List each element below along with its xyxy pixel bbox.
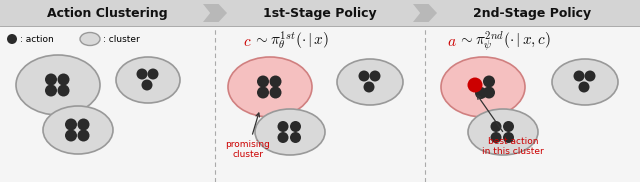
Text: $a$: $a$ (447, 33, 457, 48)
Text: 2nd-Stage Policy: 2nd-Stage Policy (474, 7, 591, 19)
Text: Action Clustering: Action Clustering (47, 7, 168, 19)
Circle shape (369, 70, 381, 82)
Text: best action
in this cluster: best action in this cluster (477, 95, 544, 156)
Circle shape (483, 86, 495, 98)
Circle shape (45, 84, 57, 96)
Circle shape (475, 87, 487, 99)
Ellipse shape (552, 59, 618, 105)
Circle shape (257, 76, 269, 88)
Circle shape (77, 118, 90, 130)
Text: : action: : action (20, 35, 54, 43)
Ellipse shape (468, 109, 538, 155)
Circle shape (364, 82, 374, 92)
Bar (215, 0, 425, 26)
Polygon shape (203, 4, 227, 22)
Polygon shape (413, 4, 437, 22)
Circle shape (290, 121, 301, 132)
Circle shape (584, 70, 595, 82)
Circle shape (573, 70, 584, 82)
Circle shape (579, 82, 589, 92)
Circle shape (278, 132, 289, 143)
Text: $\sim\pi_{\theta}^{1st}(\cdot\,|\,x)$: $\sim\pi_{\theta}^{1st}(\cdot\,|\,x)$ (253, 30, 329, 52)
Bar (425, 0, 640, 26)
Text: 1st-Stage Policy: 1st-Stage Policy (263, 7, 377, 19)
Text: promising
cluster: promising cluster (225, 113, 271, 159)
Ellipse shape (228, 57, 312, 117)
Circle shape (278, 121, 289, 132)
Circle shape (269, 86, 282, 98)
Text: : cluster: : cluster (103, 35, 140, 43)
Circle shape (490, 121, 502, 132)
Circle shape (141, 80, 152, 90)
Ellipse shape (43, 106, 113, 154)
Circle shape (136, 68, 147, 80)
Circle shape (45, 74, 57, 86)
Text: $\sim\pi_{\psi}^{2nd}(\cdot\,|\,x,c)$: $\sim\pi_{\psi}^{2nd}(\cdot\,|\,x,c)$ (458, 29, 551, 53)
Circle shape (58, 74, 70, 86)
Circle shape (65, 118, 77, 130)
Circle shape (58, 84, 70, 96)
Circle shape (257, 86, 269, 98)
Circle shape (503, 121, 514, 132)
Ellipse shape (441, 57, 525, 117)
Circle shape (490, 132, 502, 143)
Circle shape (467, 78, 483, 92)
Ellipse shape (80, 33, 100, 46)
Circle shape (7, 34, 17, 44)
Ellipse shape (16, 55, 100, 115)
Bar (0, 0, 215, 26)
Ellipse shape (255, 109, 325, 155)
Circle shape (358, 70, 369, 82)
Circle shape (65, 130, 77, 141)
Circle shape (147, 68, 159, 80)
Circle shape (77, 130, 90, 141)
Ellipse shape (116, 57, 180, 103)
Ellipse shape (337, 59, 403, 105)
Circle shape (269, 76, 282, 88)
Circle shape (503, 132, 514, 143)
Text: $c$: $c$ (243, 33, 252, 48)
Circle shape (483, 76, 495, 88)
Circle shape (290, 132, 301, 143)
